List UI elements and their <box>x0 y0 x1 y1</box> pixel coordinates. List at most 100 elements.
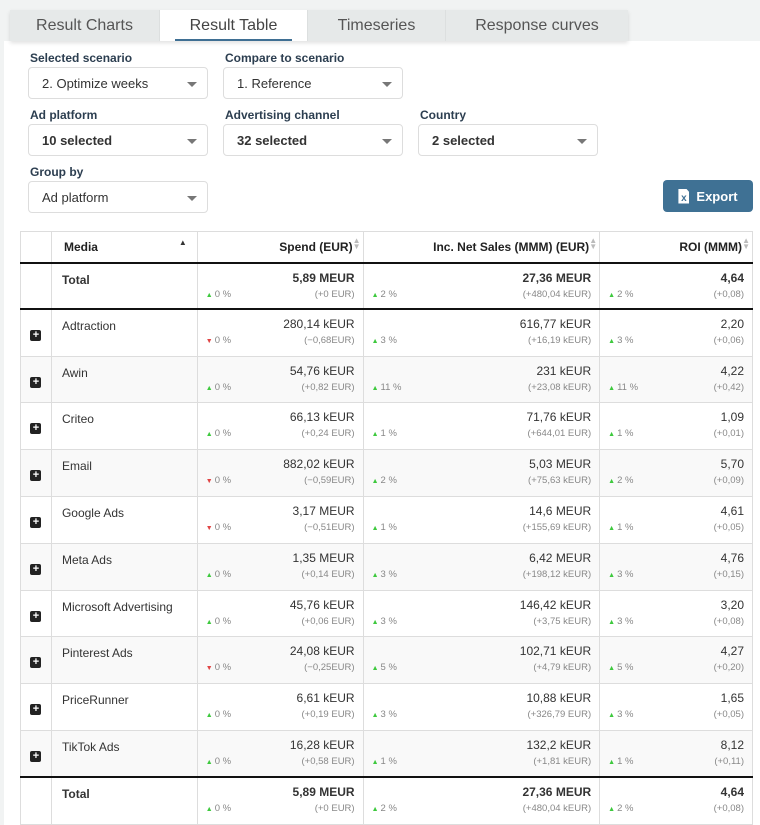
change-percent-value: 3 % <box>380 568 397 580</box>
roi-value: 8,12 <box>720 737 744 752</box>
chevron-down-icon <box>382 82 392 87</box>
column-header-roi[interactable]: ROI (MMM) ▲ ▼ <box>599 231 753 264</box>
spend-value: 6,61 kEUR <box>296 691 355 706</box>
sort-ascending-icon[interactable]: ▲ <box>178 238 187 247</box>
tab-timeseries[interactable]: Timeseries <box>308 10 446 41</box>
change-percent: ▲ 1 % <box>372 428 397 439</box>
change-percent-value: 3 % <box>380 709 397 721</box>
column-header-media[interactable]: Media ▲ <box>50 231 198 264</box>
ad-platform-select[interactable]: 10 selected <box>28 124 208 156</box>
change-percent-value: 1 % <box>380 755 397 767</box>
arrow-up-icon: ▲ <box>205 571 213 579</box>
table-row: + Pinterest Ads 24,08 kEUR ▼ 0 % (−0,25EUR) 10… <box>20 636 753 685</box>
expand-cell: + <box>20 449 52 497</box>
net-sales-cell: 5,03 MEUR ▲ 2 % (+75,63 kEUR) <box>362 449 601 497</box>
export-button[interactable]: x Export <box>663 180 753 212</box>
spend-cell: 16,28 kEUR ▲ 0 % (+0,58 EUR) <box>196 729 364 778</box>
roi-value: 3,20 <box>720 597 744 612</box>
tab-response-curves[interactable]: Response curves <box>475 16 599 34</box>
change-line: ▲ 1 % (+0,05) <box>608 522 744 533</box>
change-percent: ▲ 3 % <box>372 616 397 627</box>
sort-icon[interactable]: ▲ ▼ <box>742 236 750 251</box>
change-line: ▲ 2 % (+0,08) <box>608 803 744 814</box>
arrow-up-icon: ▲ <box>371 571 379 579</box>
spend-cell: 3,17 MEUR ▼ 0 % (−0,51EUR) <box>196 495 364 544</box>
compare-scenario-select[interactable]: 1. Reference <box>223 67 403 99</box>
row-name: Total <box>50 262 198 311</box>
change-absolute: (+0 EUR) <box>314 803 355 815</box>
roi-cell: 1,09 ▲ 1 % (+0,01) <box>599 402 753 451</box>
change-line: ▲ 0 % (+0,82 EUR) <box>206 382 355 393</box>
change-absolute: (+0,19 EUR) <box>301 709 355 721</box>
change-absolute: (+0,82 EUR) <box>301 381 355 393</box>
column-header-net-sales[interactable]: Inc. Net Sales (MMM) (EUR) ▲ ▼ <box>362 231 601 264</box>
country-select[interactable]: 2 selected <box>418 124 598 156</box>
expand-plus-icon[interactable]: + <box>30 470 42 482</box>
expand-plus-icon[interactable]: + <box>30 610 42 622</box>
column-header-spend[interactable]: Spend (EUR) ▲ ▼ <box>196 231 364 264</box>
expand-plus-icon[interactable]: + <box>30 750 42 762</box>
arrow-down-icon: ▼ <box>205 338 213 346</box>
change-line: ▲ 2 % (+75,63 kEUR) <box>372 475 592 486</box>
expand-cell: + <box>20 589 52 638</box>
sort-icon[interactable]: ▲ ▼ <box>352 236 361 251</box>
change-percent: ▲ 1 % <box>608 522 633 533</box>
expand-plus-icon[interactable]: + <box>30 516 42 528</box>
change-percent: ▲ 3 % <box>608 569 633 580</box>
expand-plus-icon[interactable]: + <box>30 376 42 388</box>
spend-cell: 54,76 kEUR ▲ 0 % (+0,82 EUR) <box>196 355 364 404</box>
change-line: ▲ 1 % (+0,01) <box>608 428 744 439</box>
change-absolute: (+0,42) <box>713 381 744 393</box>
spend-value: 882,02 kEUR <box>283 457 355 472</box>
row-name: Meta Ads <box>50 542 198 591</box>
row-name: PriceRunner <box>50 683 198 731</box>
arrow-up-icon: ▲ <box>608 665 616 673</box>
change-percent: ▼ 0 % <box>206 662 231 673</box>
table-row: + Email 882,02 kEUR ▼ 0 % (−0,59EUR) 5,03 MEUR… <box>20 449 753 497</box>
change-percent: ▲ 3 % <box>372 709 397 720</box>
change-percent-value: 3 % <box>380 615 397 627</box>
expand-plus-icon[interactable]: + <box>30 704 42 716</box>
change-percent: ▲ 5 % <box>608 662 633 673</box>
change-percent-value: 1 % <box>617 428 634 440</box>
roi-cell: 2,20 ▲ 3 % (+0,06) <box>599 308 753 357</box>
change-absolute: (+155,69 kEUR) <box>522 521 592 533</box>
change-percent: ▲ 2 % <box>372 803 397 814</box>
tab-result-charts[interactable]: Result Charts <box>10 10 160 41</box>
expand-plus-icon[interactable]: + <box>30 657 42 669</box>
tab-result-table[interactable]: Result Table <box>160 10 308 41</box>
change-line: ▲ 5 % (+0,20) <box>608 662 744 673</box>
change-absolute: (+0,08) <box>713 615 744 627</box>
change-percent-value: 0 % <box>214 428 232 440</box>
expand-cell: + <box>20 355 52 404</box>
change-percent: ▲ 3 % <box>372 335 397 346</box>
change-line: ▲ 2 % (+0,09) <box>608 475 744 486</box>
group-by-value: Ad platform <box>42 189 109 205</box>
compare-scenario-label: Compare to scenario <box>225 51 345 65</box>
group-by-select[interactable]: Ad platform <box>28 181 208 213</box>
change-absolute: (+0,58 EUR) <box>301 755 355 767</box>
chevron-down-icon <box>577 139 587 144</box>
expand-plus-icon[interactable]: + <box>30 330 42 342</box>
net-sales-value: 102,71 kEUR <box>519 644 592 659</box>
sort-icon[interactable]: ▲ ▼ <box>589 236 598 251</box>
roi-value: 5,70 <box>720 457 744 472</box>
change-percent: ▼ 0 % <box>206 335 231 346</box>
change-percent-value: 0 % <box>214 335 232 347</box>
selected-scenario-select[interactable]: 2. Optimize weeks <box>28 67 208 99</box>
table-row: + Criteo 66,13 kEUR ▲ 0 % (+0,24 EUR) 71,76 kE… <box>20 402 753 451</box>
change-percent: ▲ 2 % <box>372 289 397 300</box>
row-name: Microsoft Advertising <box>50 589 198 638</box>
change-absolute: (+3,75 kEUR) <box>533 615 592 627</box>
expand-plus-icon[interactable]: + <box>30 563 42 575</box>
arrow-up-icon: ▲ <box>205 618 213 626</box>
change-absolute: (+0,06) <box>713 335 744 347</box>
row-name: Adtraction <box>50 308 198 357</box>
change-percent-value: 1 % <box>617 755 634 767</box>
total-row: Total 5,89 MEUR ▲ 0 % (+0 EUR) 27,36 MEUR ▲ 2 %… <box>20 262 753 311</box>
change-line: ▲ 1 % (+644,01 EUR) <box>372 428 592 439</box>
expand-plus-icon[interactable]: + <box>30 423 42 435</box>
change-percent-value: 3 % <box>380 335 397 347</box>
arrow-up-icon: ▲ <box>608 618 616 626</box>
advertising-channel-select[interactable]: 32 selected <box>223 124 403 156</box>
